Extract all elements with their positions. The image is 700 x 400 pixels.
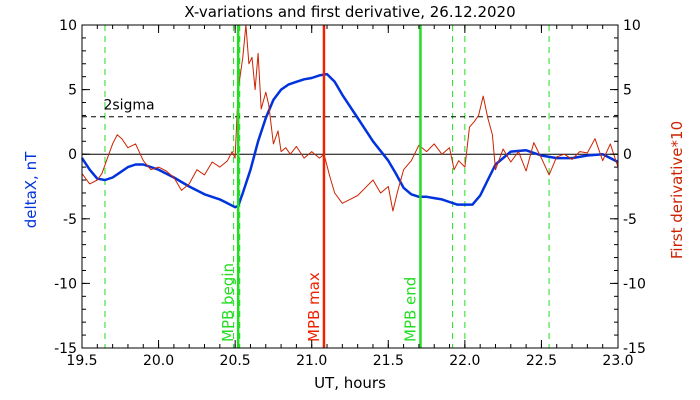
- y-left-tick-label: -5: [63, 212, 77, 228]
- y-right-tick-label: 0: [623, 147, 632, 163]
- y-right-tick-label: -5: [623, 212, 637, 228]
- x-axis-label: UT, hours: [314, 374, 386, 392]
- y-right-tick-label: -10: [623, 276, 646, 292]
- x-tick-label: 20.0: [143, 353, 174, 369]
- x-tick-label: 20.5: [220, 353, 251, 369]
- mpb-begin-label: MPB begin: [219, 263, 237, 342]
- plot-area: 2sigma MPB begin MPB max MPB end: [80, 24, 619, 348]
- mpb-max-label: MPB max: [305, 272, 323, 342]
- mpb-end-label: MPB end: [401, 277, 419, 342]
- y-left-tick-label: 10: [59, 18, 77, 34]
- x-tick-label: 19.5: [66, 353, 97, 369]
- x-tick-label: 21.0: [296, 353, 327, 369]
- y-axis-left-label: deltaX, nT: [22, 151, 40, 228]
- y-right-tick-label: 5: [623, 83, 632, 99]
- y-left-tick-label: 0: [68, 147, 77, 163]
- x-tick-label: 21.5: [373, 353, 404, 369]
- axis-ticks: 19.5 20.0 20.5 21.0 21.5 22.0 22.5 23.0 10 10 5 5 0 0…: [54, 18, 646, 369]
- y-left-tick-label: -10: [54, 276, 77, 292]
- x-tick-label: 23.0: [602, 353, 633, 369]
- y-axis-right-label: First derivative*10: [668, 121, 686, 259]
- y-left-tick-label: 5: [68, 83, 77, 99]
- y-left-tick-label: -15: [54, 341, 77, 357]
- series-line-deltax: [80, 72, 619, 209]
- plot-frame: [81, 24, 619, 349]
- y-right-tick-label: 10: [623, 18, 641, 34]
- x-tick-label: 22.0: [449, 353, 480, 369]
- series-line-derivative: [81, 24, 619, 212]
- chart-title: X-variations and first derivative, 26.12…: [184, 3, 515, 21]
- x-tick-label: 22.5: [526, 353, 557, 369]
- y-right-tick-label: -15: [623, 341, 646, 357]
- threshold-label: 2sigma: [103, 98, 154, 114]
